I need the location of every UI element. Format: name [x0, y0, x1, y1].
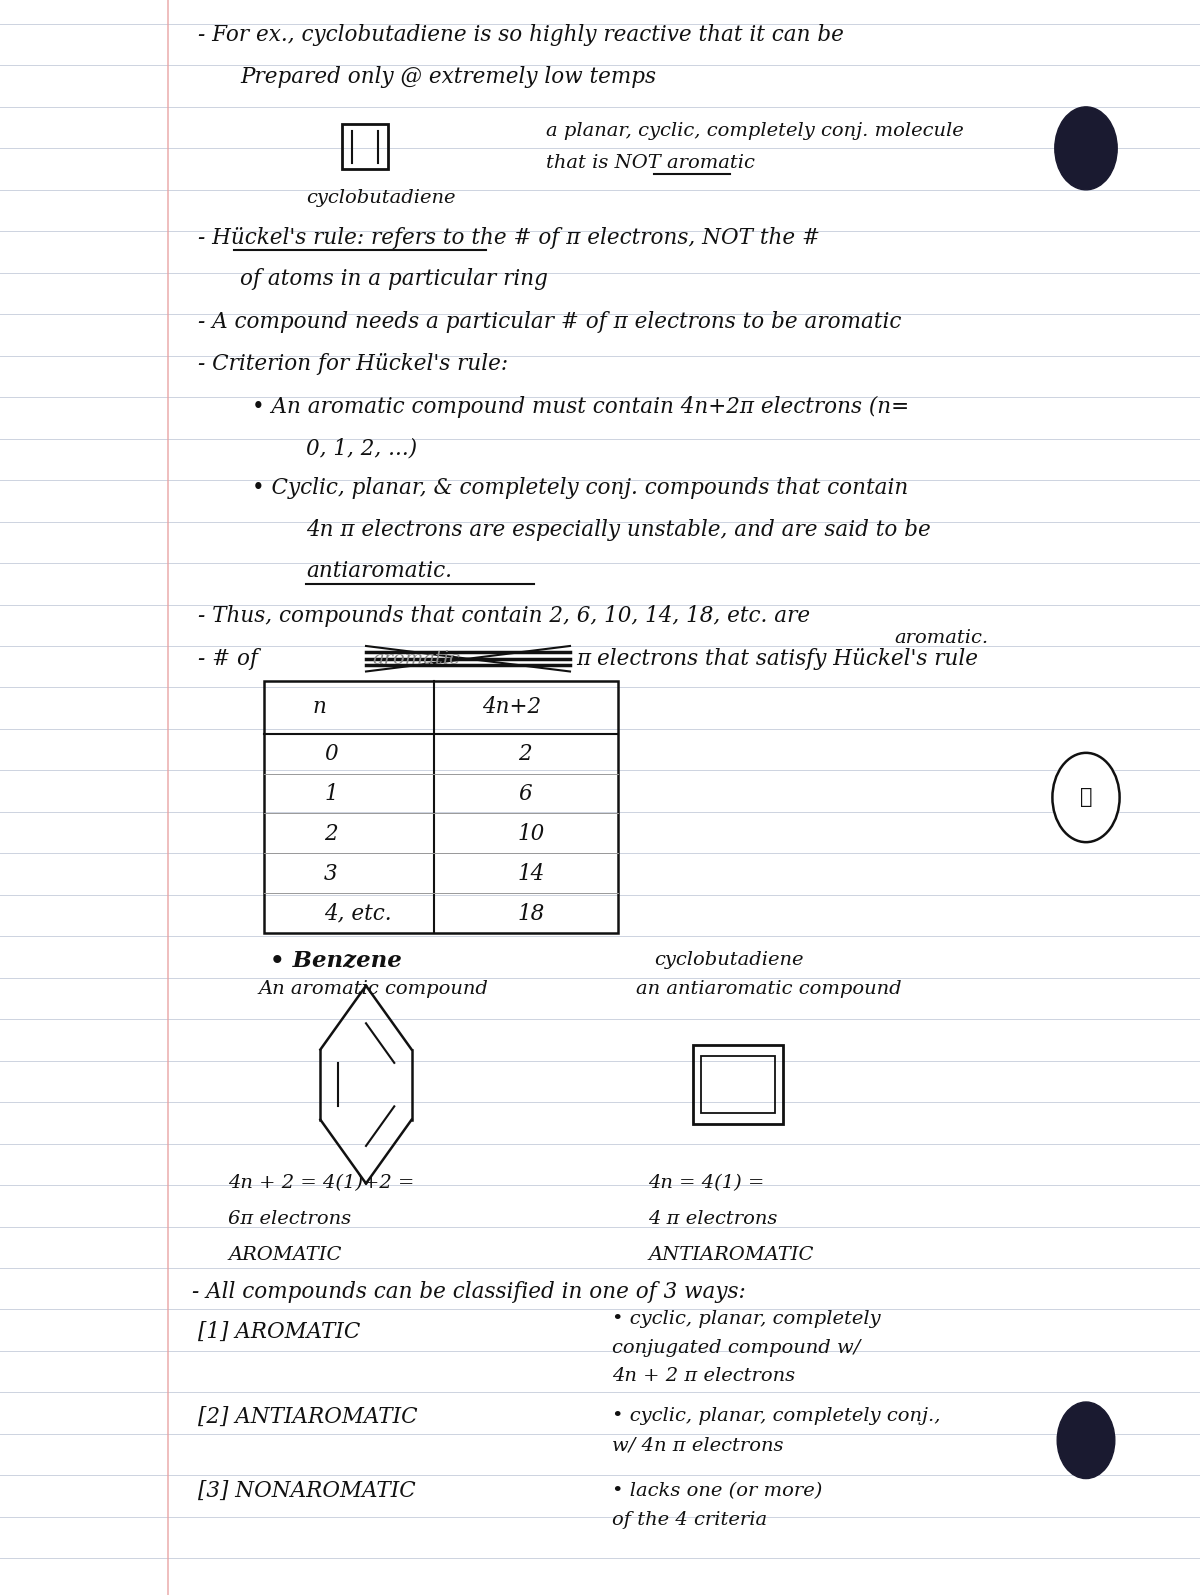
Text: 4n + 2 π electrons: 4n + 2 π electrons: [612, 1367, 796, 1386]
Text: AROMATIC: AROMATIC: [228, 1246, 341, 1265]
Text: • Cyclic, planar, & completely conj. compounds that contain: • Cyclic, planar, & completely conj. com…: [252, 477, 908, 499]
Bar: [342, 124, 388, 169]
Text: 0: 0: [324, 743, 337, 766]
Text: a planar, cyclic, completely conj. molecule: a planar, cyclic, completely conj. molec…: [546, 121, 964, 140]
Text: 4n π electrons are especially unstable, and are said to be: 4n π electrons are especially unstable, …: [306, 518, 931, 541]
Text: aromatic: aromatic: [372, 649, 460, 668]
Text: - All compounds can be classified in one of 3 ways:: - All compounds can be classified in one…: [192, 1281, 745, 1303]
Text: Prepared only @ extremely low temps: Prepared only @ extremely low temps: [240, 65, 656, 88]
Text: • Benzene: • Benzene: [270, 949, 402, 971]
Text: 10: 10: [518, 823, 545, 845]
Text: 2: 2: [324, 823, 337, 845]
Text: 4n + 2 = 4(1)+2 =: 4n + 2 = 4(1)+2 =: [228, 1174, 414, 1193]
Text: 3: 3: [324, 863, 337, 885]
Text: - Criterion for Hückel's rule:: - Criterion for Hückel's rule:: [198, 352, 508, 375]
Text: - A compound needs a particular # of π electrons to be aromatic: - A compound needs a particular # of π e…: [198, 311, 901, 333]
Text: aromatic.: aromatic.: [894, 628, 988, 648]
Text: an antiaromatic compound: an antiaromatic compound: [636, 979, 901, 998]
Circle shape: [1057, 1402, 1115, 1479]
Text: 4n = 4(1) =: 4n = 4(1) =: [648, 1174, 764, 1193]
Text: - # of: - # of: [198, 648, 258, 670]
Text: of atoms in a particular ring: of atoms in a particular ring: [240, 268, 548, 290]
Text: • An aromatic compound must contain 4n+2π electrons (n=: • An aromatic compound must contain 4n+2…: [252, 396, 910, 418]
Text: • cyclic, planar, completely conj.,: • cyclic, planar, completely conj.,: [612, 1407, 941, 1426]
Text: conjugated compound w/: conjugated compound w/: [612, 1338, 860, 1357]
Bar: [701, 1056, 775, 1113]
Bar: [264, 681, 618, 933]
Text: • cyclic, planar, completely: • cyclic, planar, completely: [612, 1309, 881, 1329]
Text: of the 4 criteria: of the 4 criteria: [612, 1510, 767, 1530]
Text: 14: 14: [518, 863, 545, 885]
Text: 4 π electrons: 4 π electrons: [648, 1209, 778, 1228]
Text: - For ex., cyclobutadiene is so highly reactive that it can be: - For ex., cyclobutadiene is so highly r…: [198, 24, 844, 46]
Circle shape: [1055, 107, 1117, 190]
Text: cyclobutadiene: cyclobutadiene: [654, 951, 804, 970]
Text: - Thus, compounds that contain 2, 6, 10, 14, 18, etc. are: - Thus, compounds that contain 2, 6, 10,…: [198, 605, 810, 627]
Text: π electrons that satisfy Hückel's rule: π electrons that satisfy Hückel's rule: [576, 648, 978, 670]
Text: An aromatic compound: An aromatic compound: [258, 979, 488, 998]
Text: w/ 4n π electrons: w/ 4n π electrons: [612, 1436, 784, 1455]
Text: ★: ★: [1080, 788, 1092, 807]
Text: [2] ANTIAROMATIC: [2] ANTIAROMATIC: [198, 1405, 418, 1428]
Text: 6π electrons: 6π electrons: [228, 1209, 352, 1228]
Text: 18: 18: [518, 903, 545, 925]
Bar: [694, 1045, 784, 1124]
Text: [3] NONAROMATIC: [3] NONAROMATIC: [198, 1480, 415, 1502]
Text: 1: 1: [324, 783, 337, 805]
Text: cyclobutadiene: cyclobutadiene: [306, 188, 456, 207]
Text: that is NOT aromatic: that is NOT aromatic: [546, 153, 755, 172]
Text: ANTIAROMATIC: ANTIAROMATIC: [648, 1246, 814, 1265]
Text: 6: 6: [518, 783, 532, 805]
Text: 4, etc.: 4, etc.: [324, 903, 391, 925]
Text: [1] AROMATIC: [1] AROMATIC: [198, 1321, 360, 1343]
Circle shape: [1052, 753, 1120, 842]
Text: - Hückel's rule: refers to the # of π electrons, NOT the #: - Hückel's rule: refers to the # of π el…: [198, 226, 820, 249]
Text: 0, 1, 2, ...): 0, 1, 2, ...): [306, 437, 418, 459]
Text: antiaromatic.: antiaromatic.: [306, 560, 452, 582]
Text: n: n: [312, 695, 326, 718]
Text: 2: 2: [518, 743, 532, 766]
Text: 4n+2: 4n+2: [482, 695, 541, 718]
Text: • lacks one (or more): • lacks one (or more): [612, 1482, 822, 1501]
